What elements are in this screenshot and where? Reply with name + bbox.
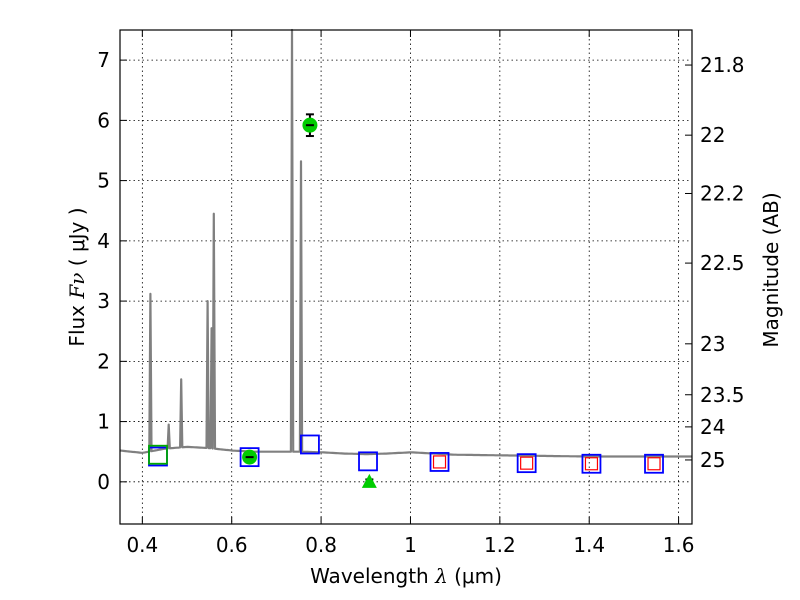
model-spectrum xyxy=(119,28,692,458)
right-tick-label: 23.5 xyxy=(700,383,745,407)
plot-frame xyxy=(119,29,693,525)
x-axis-title: Wavelength λ (μm) xyxy=(310,564,502,588)
right-tick-label: 22 xyxy=(700,123,725,147)
x-tick-label: 1.4 xyxy=(573,533,605,557)
model-small-square-marker xyxy=(584,457,599,471)
plot-background xyxy=(120,30,692,524)
model-small-square-marker xyxy=(520,456,534,470)
x-tick-label: 0.4 xyxy=(126,533,158,557)
upper-limit-marker xyxy=(361,473,377,488)
y-tick-label: 1 xyxy=(97,410,110,434)
right-axis-title: Magnitude (AB) xyxy=(759,192,783,347)
y-tick-label: 5 xyxy=(97,169,110,193)
right-tick-label: 21.8 xyxy=(700,53,745,77)
x-axis-ticks: 0.4 0.6 0.8 1 1.2 1.4 1.6 xyxy=(126,30,695,557)
model-square-marker xyxy=(581,453,602,474)
model-square-marker xyxy=(358,451,378,472)
model-square-marker xyxy=(644,453,664,474)
spectrum-line xyxy=(119,28,692,458)
y-tick-label: 4 xyxy=(97,229,110,253)
model-square-marker xyxy=(300,434,320,455)
model-square-marker xyxy=(429,452,450,472)
x-tick-label: 0.8 xyxy=(305,533,337,557)
right-tick-label: 24 xyxy=(700,415,725,439)
right-tick-label: 22.5 xyxy=(700,251,745,275)
y-tick-label: 0 xyxy=(97,470,110,494)
x-tick-label: 1.6 xyxy=(663,533,695,557)
model-small-square-marker xyxy=(432,455,447,469)
model-square-marker xyxy=(239,447,260,468)
right-tick-label: 23 xyxy=(700,332,725,356)
x-tick-label: 1 xyxy=(404,533,417,557)
y-axis-ticks: 0 1 2 3 4 5 6 7 xyxy=(97,48,127,494)
y-axis-title: Flux Fν ( μJy ) xyxy=(65,207,89,346)
right-axis-ticks: 21.8 22 22.2 22.5 23 23.5 24 25 xyxy=(685,53,745,472)
y-tick-label: 2 xyxy=(97,349,110,373)
model-square-marker xyxy=(148,444,168,465)
right-tick-label: 22.2 xyxy=(700,181,745,205)
model-small-square-marker xyxy=(647,457,661,471)
y-tick-label: 3 xyxy=(97,289,110,313)
model-square-marker xyxy=(516,453,537,474)
photometry-markers xyxy=(148,113,664,488)
y-tick-label: 6 xyxy=(97,108,110,132)
y-tick-label: 7 xyxy=(97,48,110,72)
x-tick-label: 0.6 xyxy=(216,533,248,557)
x-tick-label: 1.2 xyxy=(484,533,516,557)
right-tick-label: 25 xyxy=(700,448,725,472)
